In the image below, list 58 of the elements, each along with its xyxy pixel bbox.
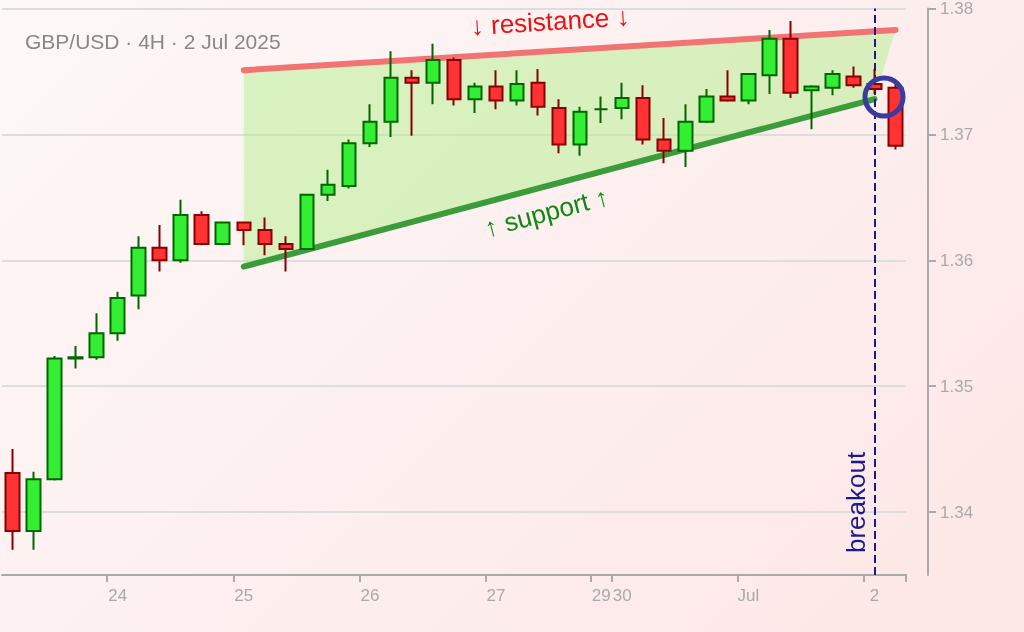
candlestick — [46, 354, 63, 482]
candlestick — [299, 193, 315, 250]
y-tick-label: 1.38 — [940, 0, 974, 18]
x-tick-label: 26 — [360, 586, 380, 605]
candlestick — [341, 138, 357, 190]
candlestick — [845, 65, 862, 89]
candlestick — [782, 20, 799, 99]
x-tick-label: Jul — [737, 586, 760, 605]
candlestick — [67, 344, 84, 370]
candlestick — [425, 42, 441, 106]
candlestick — [446, 56, 462, 107]
candlestick — [362, 103, 378, 148]
candlestick — [383, 50, 399, 138]
candlestick — [467, 81, 483, 114]
candlestick — [824, 69, 841, 97]
candlestick — [635, 84, 651, 146]
candlestick — [320, 168, 336, 203]
candlestick — [278, 235, 294, 273]
text: GBP/USD · 4H · 2 Jul 2025 — [25, 30, 281, 53]
candlestick — [404, 69, 420, 137]
series-label: ↓ resistance ↓ — [469, 1, 631, 42]
candlestick — [193, 210, 210, 247]
x-tick-label: 24 — [108, 586, 128, 605]
candlestick — [656, 117, 672, 165]
y-tick-label: 1.34 — [940, 502, 974, 522]
x-tick-label: 2 — [869, 586, 880, 605]
candlestick — [677, 103, 694, 169]
candlestick — [698, 88, 715, 125]
candlestick — [109, 290, 126, 342]
candlestick — [488, 69, 504, 111]
candlestick — [509, 69, 525, 107]
x-tick-label: 29 — [591, 586, 611, 605]
candlestick — [761, 28, 778, 96]
candlestick — [257, 216, 273, 257]
x-tick-label: 25 — [234, 586, 254, 605]
candlestick — [151, 224, 168, 273]
candlestick — [719, 69, 736, 103]
candlestick — [130, 235, 147, 311]
x-tick-label: 27 — [486, 586, 506, 605]
candlestick — [530, 67, 546, 117]
candlestick — [214, 221, 231, 247]
candlestick — [614, 81, 630, 121]
candlestick — [236, 221, 252, 247]
ref-line-label: breakout — [841, 451, 872, 553]
y-tick-label: 1.35 — [940, 376, 974, 396]
text: ↑ support ↑ — [481, 181, 612, 244]
candlestick — [25, 470, 42, 551]
candlestick — [551, 98, 567, 155]
candlestick — [4, 448, 21, 551]
candlestick — [172, 198, 189, 264]
x-tick-label: 30 — [612, 586, 632, 605]
y-tick-label: 1.36 — [940, 250, 974, 270]
candlestick — [593, 95, 609, 125]
y-tick-label: 1.37 — [940, 124, 974, 144]
candlestick — [572, 105, 588, 157]
candlestick — [803, 84, 820, 131]
candlestick — [88, 312, 105, 361]
candlestick — [740, 72, 757, 106]
